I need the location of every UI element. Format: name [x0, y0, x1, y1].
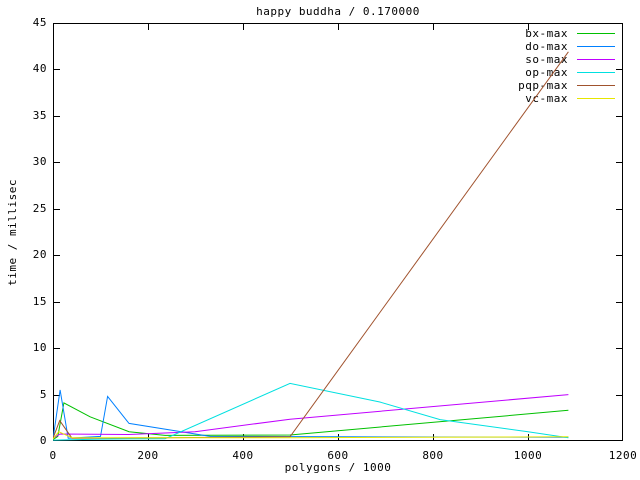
- x-tick-label: 800: [422, 449, 444, 462]
- legend-entry-bx-max: bx-max: [518, 27, 615, 40]
- legend-label: do-max: [525, 40, 568, 53]
- legend-line-sample: [577, 46, 615, 47]
- plot-canvas: [53, 23, 623, 441]
- legend-label: vc-max: [525, 92, 568, 105]
- y-tick-label: 0: [39, 434, 47, 447]
- series-line-pqp-max: [53, 51, 569, 439]
- series-line-do-max: [53, 389, 569, 440]
- legend-entry-so-max: so-max: [518, 53, 615, 66]
- y-tick-label: 45: [32, 16, 47, 29]
- legend-entry-pqp-max: pqp-max: [518, 79, 615, 92]
- legend-line-sample: [577, 98, 615, 99]
- legend-line-sample: [577, 72, 615, 73]
- plot-border: [53, 23, 623, 441]
- y-tick-label: 25: [32, 201, 47, 215]
- series-line-op-max: [53, 382, 569, 441]
- legend-entry-vc-max: vc-max: [518, 92, 615, 105]
- legend-entry-op-max: op-max: [518, 66, 615, 79]
- series-line-vc-max: [53, 431, 569, 440]
- y-tick-label: 15: [32, 294, 47, 308]
- x-axis-label: polygons / 1000: [284, 461, 392, 474]
- x-tick-label: 400: [232, 449, 254, 462]
- legend-label: pqp-max: [518, 79, 568, 92]
- y-tick-label: 20: [32, 248, 47, 262]
- y-tick-label: 30: [32, 155, 47, 169]
- legend-label: bx-max: [525, 27, 568, 40]
- x-tick-label: 200: [137, 449, 159, 462]
- y-tick-label: 40: [32, 62, 47, 76]
- chart-title: happy buddha / 0.170000: [256, 5, 420, 18]
- legend-label: op-max: [525, 66, 568, 79]
- y-tick-label: 10: [32, 341, 47, 355]
- legend-line-sample: [577, 59, 615, 60]
- legend-line-sample: [577, 33, 615, 34]
- legend-entry-do-max: do-max: [518, 40, 615, 53]
- y-tick-label: 5: [39, 387, 47, 401]
- legend-label: so-max: [525, 53, 568, 66]
- y-axis-label: time / millisec: [5, 178, 19, 286]
- x-tick-label: 0: [49, 449, 57, 462]
- legend: bx-max do-max so-max op-max pqp-max vc-max: [518, 27, 615, 105]
- legend-line-sample: [577, 85, 615, 86]
- x-tick-label: 1000: [513, 449, 543, 462]
- x-tick-label: 600: [327, 449, 349, 462]
- x-tick-label: 1200: [608, 449, 638, 462]
- series-line-so-max: [53, 394, 569, 439]
- plot-area: [53, 23, 623, 441]
- series-line-bx-max: [53, 402, 569, 441]
- y-tick-label: 35: [32, 108, 47, 122]
